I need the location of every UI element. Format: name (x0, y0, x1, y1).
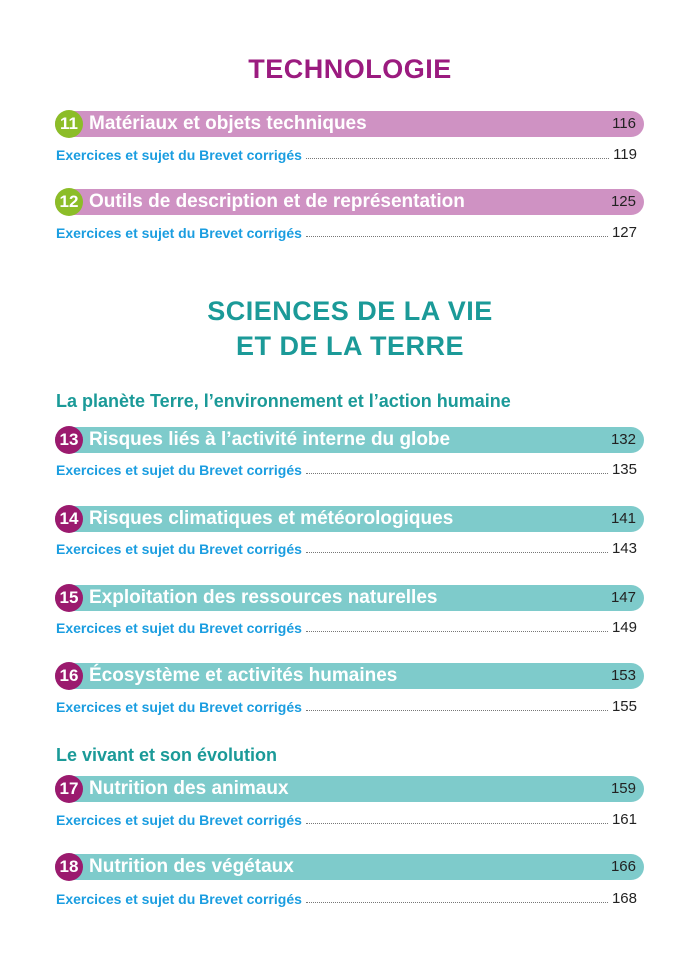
exercises-entry[interactable]: Exercices et sujet du Brevet corrigés 119 (56, 143, 637, 163)
section-title-svt-line1: SCIENCES DE LA VIE (207, 296, 493, 326)
dot-leader (305, 473, 608, 474)
chapter-bar[interactable]: 18 Nutrition des végétaux 166 (55, 853, 644, 881)
exercises-label: Exercices et sujet du Brevet corrigés (56, 620, 302, 636)
exercises-label: Exercices et sujet du Brevet corrigés (56, 699, 302, 715)
chapter-number-badge: 15 (55, 584, 83, 612)
chapter-title: Nutrition des animaux (89, 778, 289, 799)
chapter-bar[interactable]: 13 Risques liés à l’activité interne du … (55, 426, 644, 454)
chapter-number-badge: 11 (55, 110, 83, 138)
section-title-technologie: TECHNOLOGIE (248, 54, 452, 84)
chapter-page-number: 125 (610, 193, 636, 210)
dot-leader (305, 902, 608, 903)
exercises-page-number: 143 (611, 540, 637, 557)
chapter-title: Matériaux et objets techniques (89, 113, 367, 134)
dot-leader (305, 158, 610, 159)
subsection-title: La planète Terre, l’environnement et l’a… (56, 391, 511, 411)
exercises-page-number: 119 (613, 146, 637, 163)
exercises-entry[interactable]: Exercices et sujet du Brevet corrigés 168 (56, 887, 637, 907)
chapter-number-badge: 14 (55, 505, 83, 533)
chapter-title: Nutrition des végétaux (89, 856, 294, 877)
chapter-number-badge: 17 (55, 775, 83, 803)
chapter-bar[interactable]: 11 Matériaux et objets techniques 116 (55, 110, 644, 138)
exercises-label: Exercices et sujet du Brevet corrigés (56, 462, 302, 478)
dot-leader (305, 823, 608, 824)
chapter-number-badge: 12 (55, 188, 83, 216)
chapter-title: Risques liés à l’activité interne du glo… (89, 429, 451, 450)
exercises-label: Exercices et sujet du Brevet corrigés (56, 891, 302, 907)
chapter-page-number: 153 (610, 667, 636, 684)
exercises-entry[interactable]: Exercices et sujet du Brevet corrigés 161 (56, 808, 637, 828)
chapter-title: Risques climatiques et météorologiques (89, 508, 454, 529)
exercises-page-number: 168 (611, 890, 637, 907)
dot-leader (305, 710, 608, 711)
exercises-page-number: 135 (611, 461, 637, 478)
chapter-title: Outils de description et de représentati… (89, 191, 465, 212)
exercises-label: Exercices et sujet du Brevet corrigés (56, 812, 302, 828)
chapter-page-number: 116 (612, 115, 636, 132)
exercises-label: Exercices et sujet du Brevet corrigés (56, 147, 302, 163)
chapter-number-badge: 18 (55, 853, 83, 881)
chapter-page-number: 166 (610, 858, 636, 875)
chapter-number-badge: 13 (55, 426, 83, 454)
chapter-bar[interactable]: 15 Exploitation des ressources naturelle… (55, 584, 644, 612)
dot-leader (305, 631, 608, 632)
chapter-title: Exploitation des ressources naturelles (89, 587, 438, 608)
section-title-svt-line2: ET DE LA TERRE (235, 331, 464, 361)
chapter-title: Écosystème et activités humaines (89, 665, 398, 686)
exercises-label: Exercices et sujet du Brevet corrigés (56, 541, 302, 557)
exercises-page-number: 161 (611, 811, 637, 828)
dot-leader (305, 552, 608, 553)
exercises-label: Exercices et sujet du Brevet corrigés (56, 225, 302, 241)
exercises-entry[interactable]: Exercices et sujet du Brevet corrigés 127 (56, 221, 637, 241)
exercises-entry[interactable]: Exercices et sujet du Brevet corrigés 143 (56, 537, 637, 557)
chapter-page-number: 159 (610, 780, 636, 797)
exercises-page-number: 155 (611, 698, 637, 715)
subsection-title: Le vivant et son évolution (56, 745, 278, 765)
chapter-bar[interactable]: 17 Nutrition des animaux 159 (55, 775, 644, 803)
dot-leader (305, 236, 608, 237)
exercises-page-number: 127 (611, 224, 637, 241)
chapter-page-number: 132 (610, 431, 636, 448)
chapter-number-badge: 16 (55, 662, 83, 690)
chapter-page-number: 147 (610, 589, 636, 606)
exercises-page-number: 149 (611, 619, 637, 636)
exercises-entry[interactable]: Exercices et sujet du Brevet corrigés 155 (56, 695, 637, 715)
chapter-bar[interactable]: 14 Risques climatiques et météorologique… (55, 505, 644, 533)
exercises-entry[interactable]: Exercices et sujet du Brevet corrigés 149 (56, 616, 637, 636)
chapter-bar[interactable]: 16 Écosystème et activités humaines 153 (55, 662, 644, 690)
chapter-page-number: 141 (610, 510, 636, 527)
chapter-bar[interactable]: 12 Outils de description et de représent… (55, 188, 644, 216)
exercises-entry[interactable]: Exercices et sujet du Brevet corrigés 135 (56, 458, 637, 478)
